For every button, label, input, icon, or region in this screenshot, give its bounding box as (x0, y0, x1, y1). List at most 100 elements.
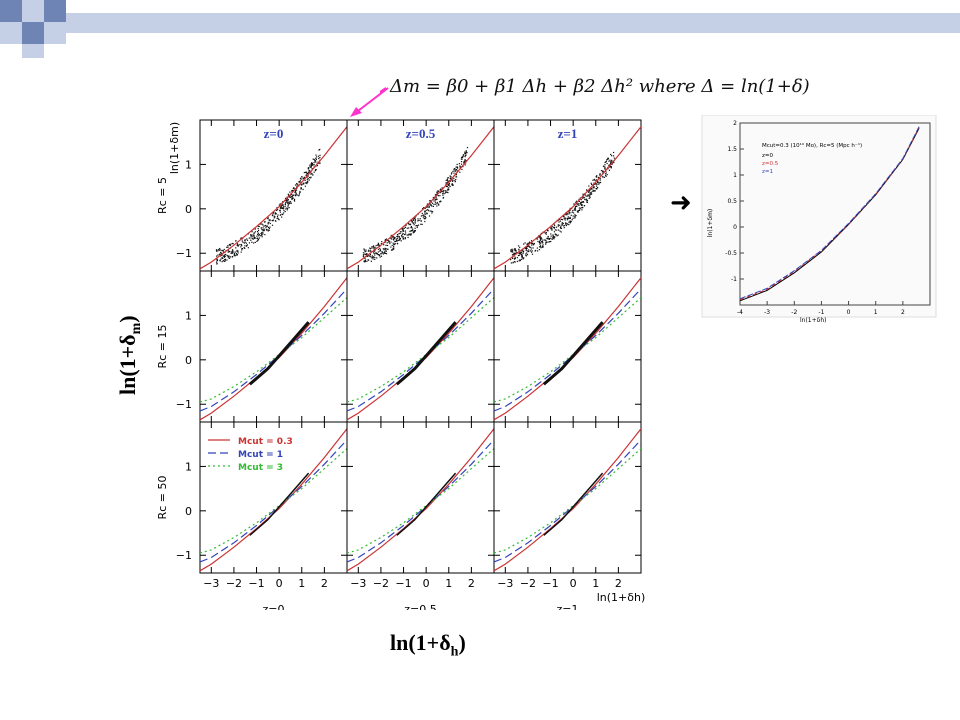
scatter-point (309, 166, 311, 168)
scatter-point (423, 217, 425, 219)
scatter-point (391, 249, 394, 251)
scatter-point (511, 250, 513, 252)
x-tick-label: 1 (298, 577, 305, 590)
scatter-point (428, 206, 430, 208)
scatter-point (570, 221, 572, 223)
scatter-point (518, 252, 520, 255)
big-y-label-close: ) (114, 315, 140, 323)
scatter-point (292, 187, 294, 190)
scatter-point (286, 201, 288, 203)
scatter-point (442, 194, 444, 196)
scatter-point (298, 181, 300, 183)
scatter-point (300, 187, 302, 189)
column-xlabel: z=1 (557, 603, 579, 610)
scatter-point (464, 151, 466, 153)
scatter-point (610, 162, 612, 164)
scatter-point (598, 182, 600, 184)
scatter-point (272, 212, 275, 214)
scatter-point (250, 234, 253, 236)
scatter-point (537, 250, 539, 252)
scatter-point (237, 244, 239, 246)
scatter-point (396, 234, 399, 236)
scatter-point (282, 204, 284, 206)
scatter-point (432, 205, 435, 207)
scatter-point (411, 229, 413, 231)
scatter-point (464, 164, 466, 166)
scatter-point (512, 257, 514, 260)
panel-r2-c2: −3 −2 −1 0 1 2 z=1 ln(1+δh) (493, 421, 645, 610)
scatter-point (465, 150, 467, 152)
scatter-point (308, 168, 310, 170)
side-x-tick-label: -3 (764, 309, 770, 316)
scatter-point (605, 175, 607, 177)
scatter-point (246, 239, 249, 241)
scatter-point (391, 238, 393, 240)
x-tick-label: −1 (542, 577, 558, 590)
scatter-point (377, 242, 379, 244)
scatter-point (405, 232, 407, 234)
scatter-point (385, 249, 387, 251)
scatter-point (429, 202, 431, 204)
scatter-point (423, 215, 426, 217)
scatter-point (412, 230, 414, 232)
scatter-point (413, 230, 416, 232)
scatter-point (399, 232, 401, 235)
scatter-point (437, 203, 440, 205)
scatter-point (257, 238, 259, 240)
scatter-point (313, 158, 315, 161)
row-label: Rc = 15 (156, 325, 169, 369)
scatter-point (452, 179, 454, 181)
scatter-point (370, 256, 372, 258)
scatter-point (281, 213, 283, 215)
scatter-point (583, 201, 585, 203)
scatter-point (373, 247, 375, 249)
scatter-point (257, 229, 260, 232)
scatter-point (373, 248, 375, 250)
scatter-point (574, 208, 576, 210)
scatter-point (539, 237, 542, 239)
scatter-point (449, 175, 451, 177)
scatter-point (220, 251, 222, 254)
scatter-point (546, 229, 549, 232)
scatter-point (377, 251, 379, 253)
scatter-point (393, 245, 395, 248)
scatter-point (453, 168, 455, 170)
scatter-point (542, 239, 544, 241)
scatter-point (392, 236, 394, 238)
scatter-point (522, 252, 524, 254)
scatter-point (455, 173, 457, 175)
deco-square (0, 0, 22, 22)
scatter-point (613, 161, 615, 164)
scatter-point (414, 216, 416, 218)
scatter-point (312, 174, 314, 176)
scatter-point (538, 248, 541, 251)
scatter-point (568, 221, 570, 223)
scatter-point (262, 229, 264, 232)
scatter-point (288, 203, 290, 205)
x-tick-label: 1 (445, 577, 452, 590)
scatter-point (382, 253, 385, 255)
scatter-point (253, 242, 255, 244)
scatter-point (582, 197, 584, 199)
scatter-point (433, 198, 435, 200)
scatter-point (273, 211, 275, 213)
scatter-point (263, 221, 266, 223)
scatter-point (391, 244, 393, 246)
scatter-point (519, 259, 521, 262)
scatter-point (584, 198, 586, 201)
scatter-point (310, 165, 312, 167)
scatter-point (447, 189, 449, 191)
scatter-point (379, 250, 381, 252)
scatter-point (435, 194, 437, 196)
y-tick-label: −1 (176, 549, 192, 562)
scatter-point (532, 244, 535, 246)
scatter-point (450, 176, 452, 178)
scatter-point (272, 219, 274, 221)
scatter-point (586, 199, 589, 201)
scatter-point (585, 195, 587, 197)
scatter-point (526, 245, 529, 248)
scatter-point (462, 165, 464, 168)
scatter-point (574, 216, 576, 218)
y-tick-label: 1 (185, 309, 192, 322)
scatter-point (534, 250, 536, 252)
